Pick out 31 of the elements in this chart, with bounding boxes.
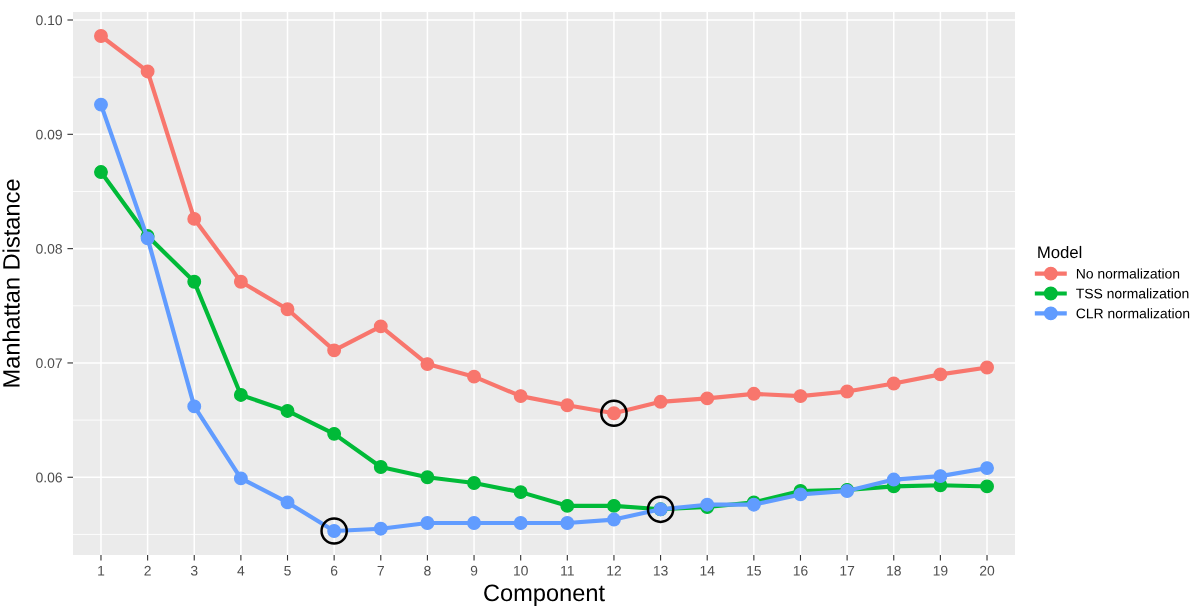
x-tick-label: 14 <box>700 565 715 576</box>
legend-title: Model <box>1038 245 1082 259</box>
x-tick-label: 3 <box>190 565 198 576</box>
legend-label: TSS normalization <box>1076 288 1189 299</box>
x-tick-label: 2 <box>144 565 151 576</box>
x-tick-label: 17 <box>840 565 855 576</box>
x-tick-label: 12 <box>607 565 621 576</box>
y-tick-label: 0.07 <box>36 358 62 369</box>
x-tick-label: 9 <box>470 565 478 576</box>
x-tick-label: 18 <box>887 565 901 576</box>
y-axis-title: Manhattan Distance <box>2 179 20 387</box>
x-axis-title: Component <box>484 584 605 606</box>
x-tick-label: 5 <box>284 565 291 576</box>
y-tick-label: 0.06 <box>36 472 62 483</box>
y-tick-label: 0.10 <box>36 15 63 26</box>
x-tick-label: 6 <box>330 565 338 576</box>
x-tick-label: 10 <box>514 565 528 576</box>
x-tick-label: 11 <box>561 565 574 576</box>
x-tick-label: 8 <box>424 565 431 576</box>
legend-label: CLR normalization <box>1076 308 1190 319</box>
x-tick-label: 19 <box>933 565 948 576</box>
x-tick-label: 1 <box>98 565 105 576</box>
x-tick-label: 20 <box>980 565 995 576</box>
x-tick-label: 7 <box>377 565 384 576</box>
legend-label: No normalization <box>1076 268 1180 279</box>
y-tick-label: 0.09 <box>36 129 62 140</box>
x-tick-label: 16 <box>793 565 808 576</box>
x-tick-label: 4 <box>237 565 245 576</box>
x-tick-label: 15 <box>747 565 761 576</box>
x-tick-label: 13 <box>653 565 668 576</box>
y-tick-label: 0.08 <box>36 243 62 254</box>
